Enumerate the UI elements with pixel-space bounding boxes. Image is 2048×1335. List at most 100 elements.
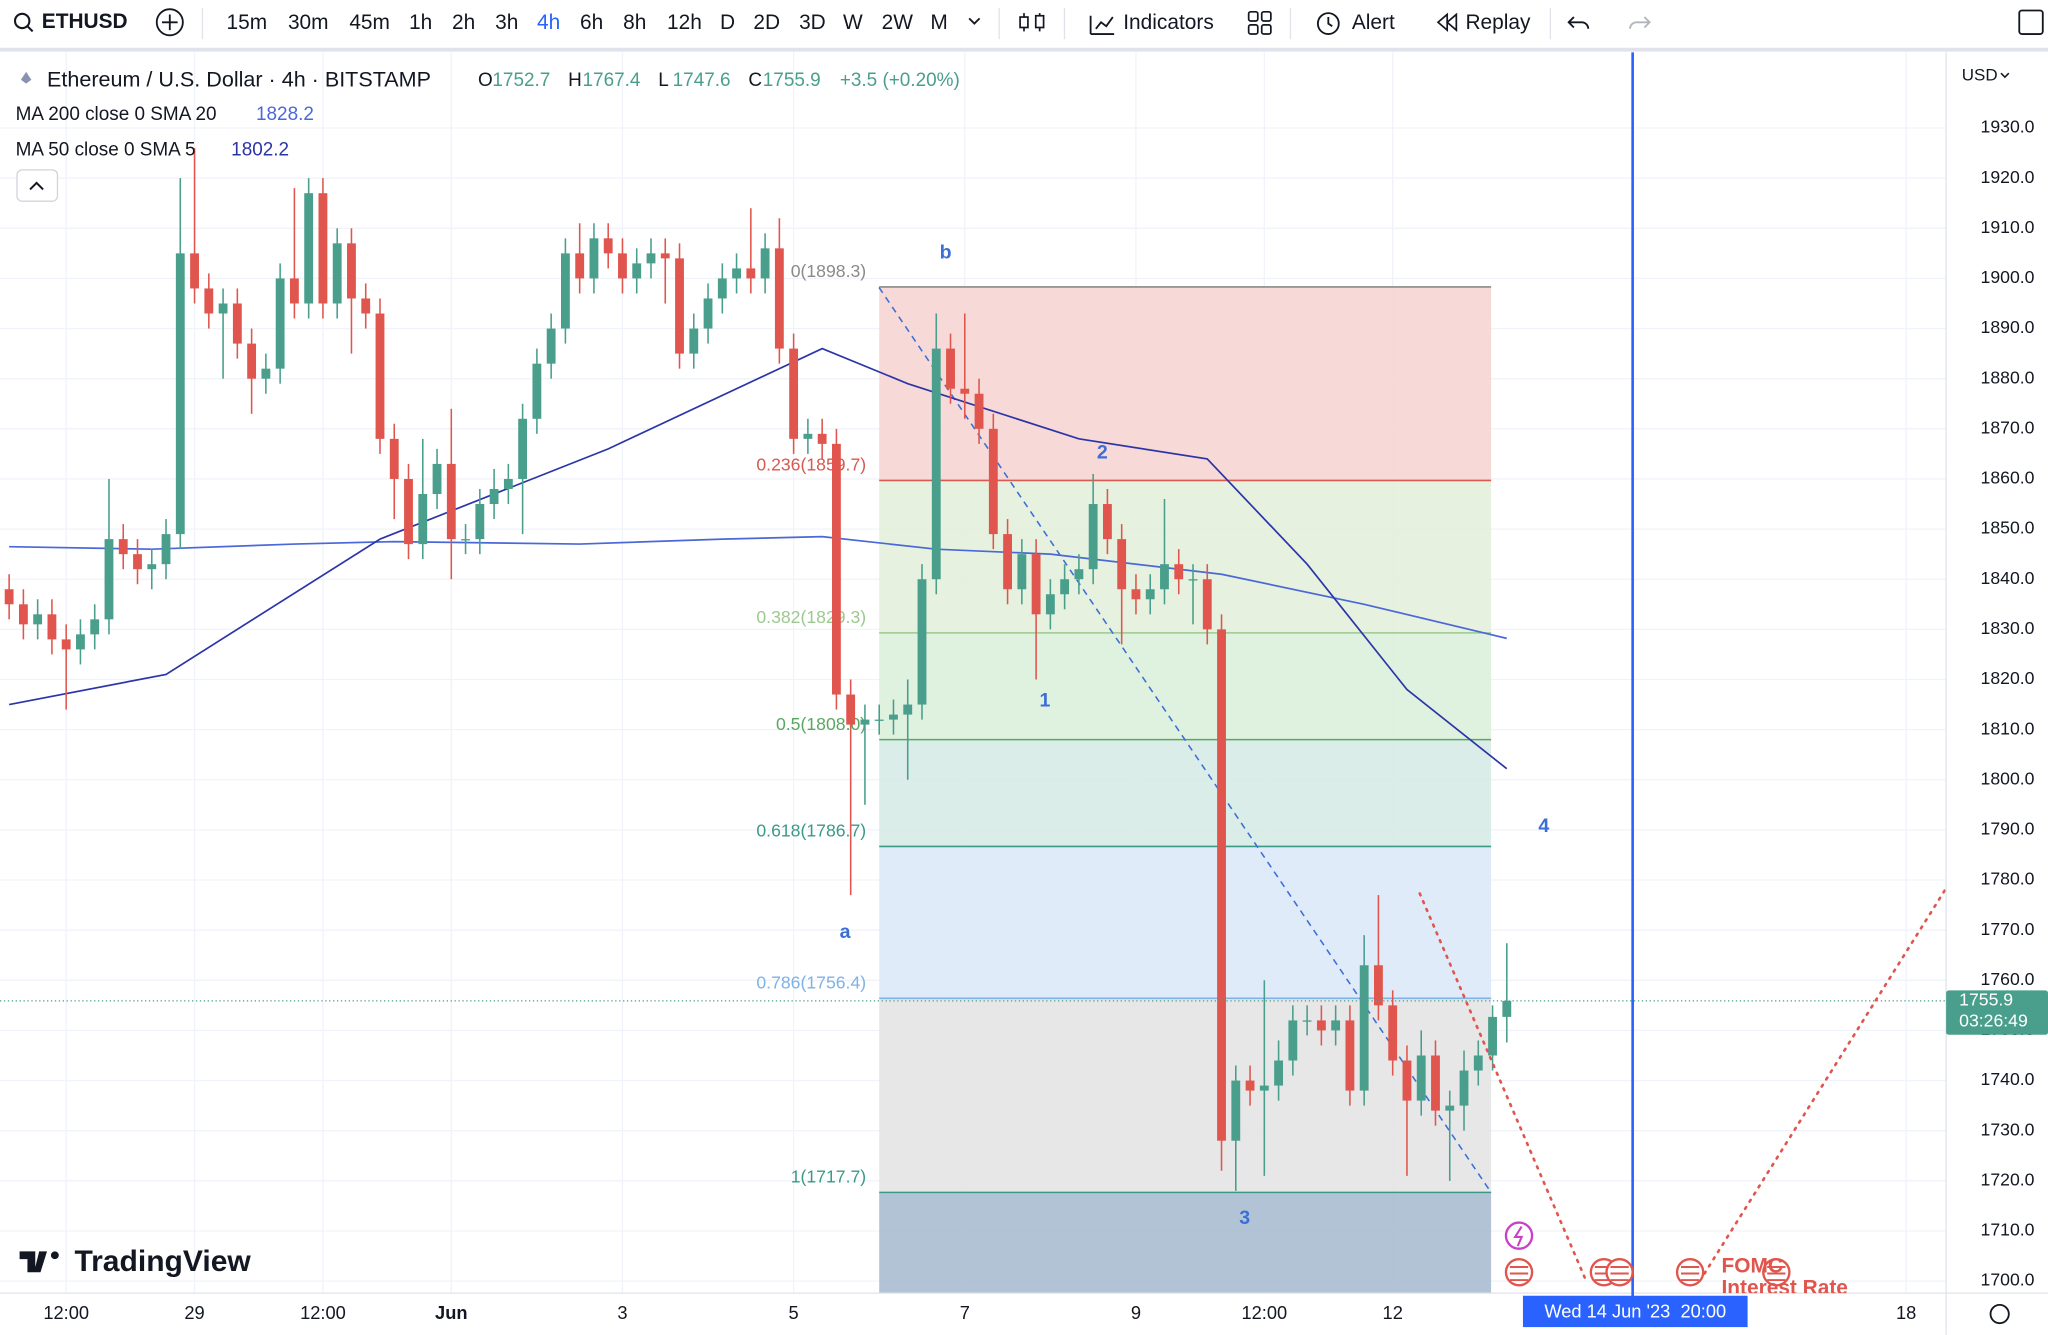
- y-tick-label: 1700.0: [1981, 1270, 2035, 1290]
- candle-body: [489, 488, 499, 505]
- candle-body: [1445, 1105, 1455, 1111]
- candle-body: [446, 463, 456, 540]
- layout-icon-cell: [1260, 24, 1272, 35]
- candle-body: [1502, 1000, 1512, 1017]
- candle-body: [190, 253, 199, 289]
- candle-body: [1131, 589, 1141, 600]
- replay-icon: [1436, 12, 1458, 32]
- wave-label: 3: [1239, 1207, 1250, 1229]
- interval-button[interactable]: 15m: [227, 11, 268, 34]
- candle-body: [660, 253, 670, 259]
- last-price-tag: [1946, 990, 2048, 1035]
- legend-title: Ethereum / U.S. Dollar · 4h · BITSTAMP: [47, 67, 431, 92]
- interval-button[interactable]: 2h: [452, 11, 475, 34]
- y-tick-label: 1710.0: [1981, 1220, 2035, 1240]
- moving-average: [8, 347, 1508, 770]
- fib-label: 0(1898.3): [791, 261, 866, 281]
- chart-type-button[interactable]: [1019, 16, 1029, 29]
- candle-body: [1416, 1055, 1426, 1101]
- candle-body: [361, 298, 371, 314]
- interval-button[interactable]: 6h: [580, 11, 603, 34]
- settings-button[interactable]: [1989, 1303, 2010, 1325]
- event-flag[interactable]: [1504, 1257, 1534, 1287]
- fullscreen-button[interactable]: [2018, 9, 2044, 35]
- symbol[interactable]: ETHUSD: [42, 10, 128, 33]
- add-symbol[interactable]: [155, 8, 184, 37]
- search-icon[interactable]: [13, 12, 31, 30]
- collapse-button[interactable]: [16, 169, 59, 202]
- event-flag: [1610, 1266, 1629, 1282]
- candle-body: [1316, 1020, 1326, 1031]
- collapse-icon: [29, 181, 44, 191]
- toolbar-button[interactable]: Alert: [1352, 11, 1395, 34]
- event-flag[interactable]: [1762, 1257, 1791, 1287]
- x-tick-label: 18: [1896, 1302, 1916, 1323]
- candle-body: [347, 243, 356, 299]
- logo-mark: [50, 1251, 59, 1260]
- search-icon: [26, 25, 34, 33]
- event-label: Interest Rate: [1721, 1277, 1847, 1300]
- interval-button[interactable]: 8h: [623, 11, 646, 34]
- candle-body: [1017, 554, 1027, 590]
- interval-button[interactable]: 30m: [288, 11, 329, 34]
- y-tick-label: 1870.0: [1981, 417, 2035, 437]
- y-tick-label: 1790.0: [1981, 819, 2035, 839]
- candle-body: [1488, 1016, 1497, 1056]
- interval-button[interactable]: 1h: [409, 11, 432, 34]
- interval-button[interactable]: 12h: [667, 11, 702, 34]
- interval-button[interactable]: 45m: [349, 11, 390, 34]
- interval-button[interactable]: 3h: [495, 11, 518, 34]
- y-tick-label: 1720.0: [1981, 1169, 2035, 1189]
- candle-body: [389, 438, 399, 479]
- y-tick-label: 1840.0: [1981, 568, 2035, 588]
- currency[interactable]: USD: [1962, 65, 1998, 84]
- layout-icon[interactable]: [1247, 10, 1272, 35]
- fib-band: [879, 286, 1492, 481]
- candle-body: [1288, 1020, 1298, 1061]
- interval-button[interactable]: W: [843, 11, 863, 34]
- event-flag: [1680, 1266, 1700, 1282]
- event-icon[interactable]: [1504, 1221, 1534, 1250]
- x-tick-label: 7: [960, 1302, 970, 1323]
- candle-body: [946, 348, 955, 389]
- undo-button[interactable]: [1567, 16, 1590, 29]
- interval-button[interactable]: 2D: [753, 11, 780, 34]
- candle-body: [175, 253, 185, 535]
- interval-button[interactable]: 3D: [799, 11, 826, 34]
- toolbar-button[interactable]: Replay: [1465, 11, 1531, 34]
- y-tick-label: 1830.0: [1981, 618, 2035, 638]
- event-flag[interactable]: [1675, 1257, 1705, 1287]
- candle-body: [461, 539, 470, 541]
- candle-body: [1003, 534, 1013, 590]
- candle-body: [1031, 554, 1041, 615]
- toolbar-button[interactable]: Indicators: [1123, 11, 1214, 34]
- add-icon: [161, 14, 178, 31]
- fib-band: [879, 846, 1492, 999]
- y-tick-label: 1900.0: [1981, 267, 2035, 287]
- candle-body: [1202, 579, 1212, 630]
- interval-button[interactable]: D: [720, 11, 735, 34]
- y-tick-label: 1780.0: [1981, 869, 2035, 889]
- wave-label: 1: [1039, 690, 1050, 712]
- interval-button[interactable]: 4h: [537, 11, 560, 34]
- candle-body: [988, 428, 998, 535]
- candle-body: [1103, 504, 1112, 540]
- interval-button[interactable]: 2W: [882, 11, 914, 34]
- indicator-name: MA 50 close 0 SMA 5: [16, 139, 196, 160]
- ohlc-key: L: [658, 70, 669, 91]
- change: +3.5 (+0.20%): [840, 70, 960, 91]
- event-flag[interactable]: [1605, 1257, 1634, 1287]
- candle-body: [289, 278, 299, 304]
- y-tick-label: 1800.0: [1981, 768, 2035, 788]
- candle-body: [1374, 965, 1383, 1006]
- fib-band: [879, 632, 1492, 740]
- candle-body: [4, 589, 14, 605]
- candle-body: [589, 238, 599, 279]
- currency-menu: [2000, 72, 2010, 79]
- x-tick-label: Jun: [435, 1302, 467, 1323]
- candle-body: [917, 579, 927, 705]
- interval-button[interactable]: M: [930, 11, 947, 34]
- y-tick-label: 1930.0: [1981, 117, 2035, 137]
- redo-button[interactable]: [1629, 16, 1651, 29]
- interval-menu[interactable]: [968, 17, 981, 25]
